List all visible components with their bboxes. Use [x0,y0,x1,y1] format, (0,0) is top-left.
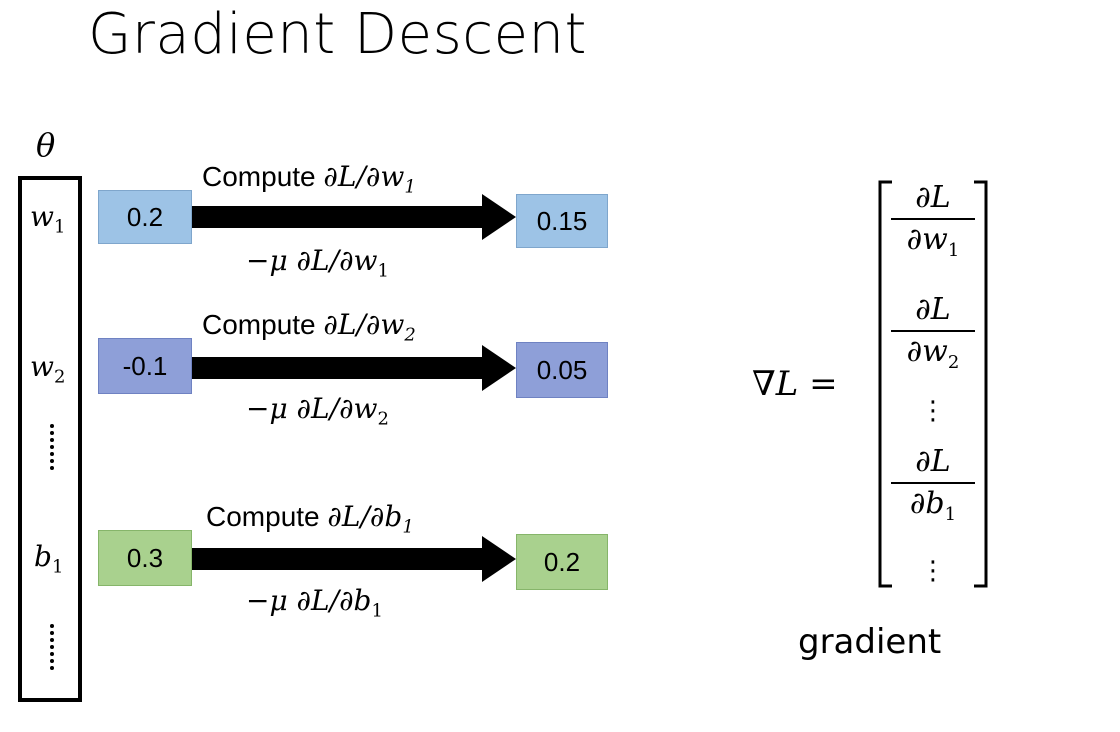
w2-new-value-box: 0.05 [516,342,608,398]
gradient-entry-w2: ∂L ∂w2 [885,292,981,381]
b1-update-label: −μ ∂L/∂b1 [246,584,383,622]
w1-update-arrow [192,194,516,240]
parameter-vector-box [18,176,82,702]
b1-new-value-box: 0.2 [516,534,608,590]
w1-old-value-box: 0.2 [98,190,192,244]
b1-old-value-box: 0.3 [98,530,192,586]
w1-update-label: −μ ∂L/∂w1 [246,244,389,282]
gradient-vdots-middle: ⋮ [920,396,946,426]
theta-symbol: θ [36,126,56,164]
gradient-entry-b1: ∂L ∂b1 [885,444,981,533]
gradient-vdots-bottom: ⋮ [920,556,946,586]
param-b1-label: b1 [34,540,64,578]
w2-update-label: −μ ∂L/∂w2 [246,392,389,430]
gradient-entry-w1: ∂L ∂w1 [885,180,981,269]
vector-ellipsis-upper [48,424,56,473]
w2-compute-label: Compute ∂L/∂w2 [202,308,416,346]
w2-old-value-box: -0.1 [98,338,192,394]
param-w1-label: w1 [30,200,66,238]
gradient-lhs: ∇L = [752,364,838,404]
gradient-caption: gradient [798,622,942,662]
param-w2-label: w2 [30,350,66,388]
vector-ellipsis-lower [48,624,56,673]
b1-compute-label: Compute ∂L/∂b1 [206,500,414,538]
slide-title: Gradient Descent [88,2,587,67]
w1-new-value-box: 0.15 [516,194,608,248]
w2-update-arrow [192,345,516,391]
w1-compute-label: Compute ∂L/∂w1 [202,160,416,198]
gradient-brackets [878,180,988,588]
b1-update-arrow [192,536,516,582]
